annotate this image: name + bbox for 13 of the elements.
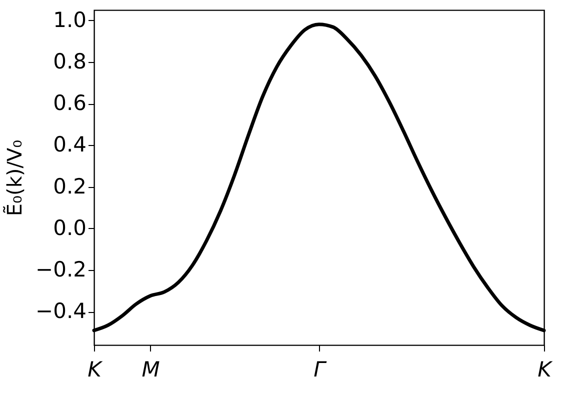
y-axis-title: Ẽ₀(k)/V₀ (2, 140, 27, 216)
y-tick-label: 0.8 (53, 50, 86, 74)
x-tick-label: K (88, 358, 104, 382)
y-tick-label: 1.0 (53, 8, 86, 32)
y-tick-label: 0.2 (53, 174, 86, 198)
y-tick-label: 0.0 (53, 216, 86, 240)
x-tick-label: M (142, 358, 160, 382)
y-tick-label: 0.6 (53, 91, 86, 116)
x-tick-label: Γ (314, 358, 328, 382)
y-tick-label: −0.2 (36, 258, 86, 282)
y-tick-label: 0.4 (53, 132, 86, 157)
x-tick-label: K (538, 358, 554, 382)
y-tick-label: −0.4 (36, 299, 86, 324)
